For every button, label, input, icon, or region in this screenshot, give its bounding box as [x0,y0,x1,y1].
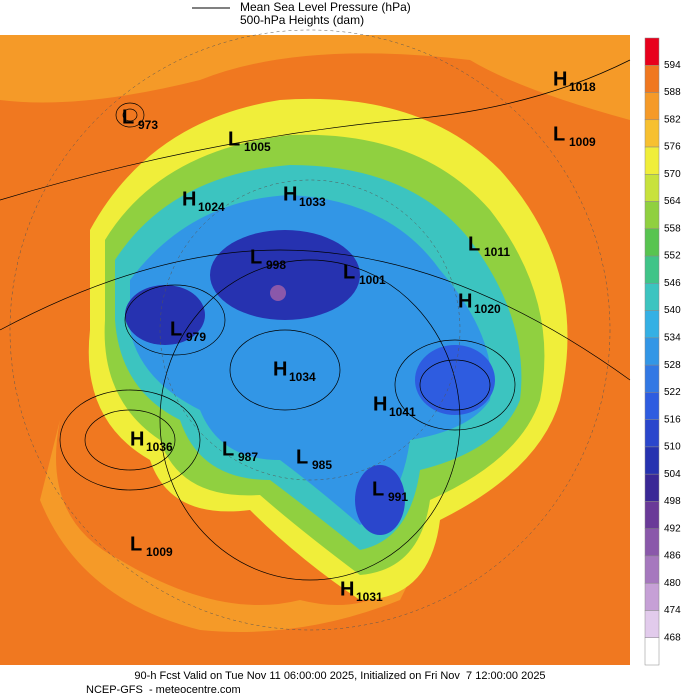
colorbar-label: 546 [664,278,681,289]
center-type: L [468,233,480,255]
colorbar-label: 474 [664,605,681,616]
colorbar-label: 498 [664,496,681,507]
colorbar-box [644,528,660,557]
colorbar-box [644,65,660,93]
center-pressure: 1009 [569,135,596,149]
colorbar-label: 510 [664,442,681,453]
center-type: L [343,261,355,283]
center-type: H [273,358,287,380]
legend-heights: 500-hPa Heights (dam) [240,13,364,27]
legend-mslp: Mean Sea Level Pressure (hPa) [240,0,411,14]
center-pressure: 1034 [289,370,316,384]
center-pressure: 987 [238,450,258,464]
colorbar-box [644,364,660,393]
center-pressure: 1009 [146,545,173,559]
colorbar-label: 534 [664,333,681,344]
center-pressure: 1031 [356,590,383,604]
colorbar-box [644,283,660,311]
center-pressure: 1005 [244,140,271,154]
center-pressure: 991 [388,490,408,504]
colorbar-box [644,201,660,230]
colorbar-box [644,392,660,420]
colorbar-box [644,37,660,66]
colorbar-box [644,637,660,666]
center-pressure: 1041 [389,405,416,419]
colorbar-box [644,473,660,502]
center-type: L [130,533,142,555]
colorbar-label: 564 [664,196,681,207]
center-type: L [296,446,308,468]
center-type: L [228,128,240,150]
center-type: L [122,106,134,128]
center-type: L [170,318,182,340]
center-type: L [553,123,565,145]
center-type: H [553,68,567,90]
colorbar-label: 486 [664,551,681,562]
center-type: L [250,246,262,268]
center-type: H [182,188,196,210]
colorbar-label: 522 [664,387,681,398]
center-type: H [458,290,472,312]
center-pressure: 1020 [474,302,501,316]
colorbar-box [644,337,660,366]
center-type: L [222,438,234,460]
colorbar-box [644,92,660,121]
footer-valid: 90-h Fcst Valid on Tue Nov 11 06:00:00 2… [134,670,545,682]
center-pressure: 1011 [484,245,510,259]
colorbar-label: 468 [664,632,681,643]
colorbar-label: 528 [664,360,681,371]
colorbar-box [644,119,660,148]
colorbar-label: 576 [664,142,681,153]
colorbar-label: 540 [664,305,681,316]
footer-source: NCEP-GFS - meteocentre.com [86,684,241,696]
colorbar-box [644,146,660,175]
colorbar-label: 504 [664,469,681,480]
colorbar-label: 558 [664,223,681,234]
map [0,29,631,665]
colorbar-label: 582 [664,114,681,125]
colorbar-box [644,174,660,202]
colorbar-box [644,555,660,584]
colorbar-label: 480 [664,578,681,589]
center-type: L [372,478,384,500]
colorbar-box [644,310,660,339]
center-pressure: 979 [186,330,206,344]
colorbar-label: 594 [664,60,681,71]
center-pressure: 985 [312,458,332,472]
center-pressure: 1036 [146,440,173,454]
center-type: H [340,578,354,600]
colorbar-box [644,419,660,448]
center-type: H [373,393,387,415]
center-pressure: 1001 [359,273,386,287]
colorbar-label: 570 [664,169,681,180]
colorbar-box [644,228,660,257]
center-pressure: 973 [138,118,158,132]
colorbar-box [644,610,660,638]
colorbar: 594 588 582 576 570 564 558 552 546 540 534 528 522 5… [644,37,681,666]
colorbar-label: 516 [664,414,681,425]
center-type: H [130,428,144,450]
colorbar-box [644,255,660,284]
colorbar-box [644,582,660,611]
colorbar-label: 588 [664,87,681,98]
center-pressure: 1024 [198,200,225,214]
center-pressure: 998 [266,258,286,272]
colorbar-label: 552 [664,251,681,262]
colorbar-label: 492 [664,523,681,534]
colorbar-box [644,446,660,475]
center-pressure: 1018 [569,80,596,94]
colorbar-box [644,501,660,529]
center-type: H [283,183,297,205]
center-pressure: 1033 [299,195,326,209]
